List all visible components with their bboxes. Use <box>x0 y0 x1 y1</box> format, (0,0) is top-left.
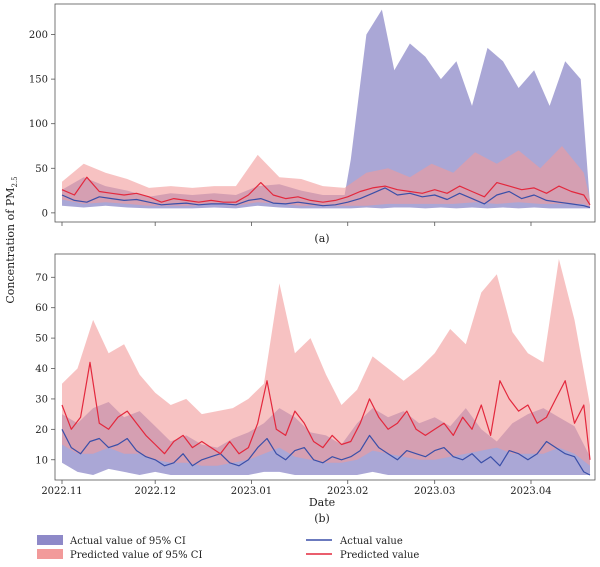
panel-a-pred-line <box>61 176 591 206</box>
panel-b-y-tick-label: 20 <box>35 425 48 436</box>
panel-b-frame <box>54 253 596 481</box>
panel-b-actual-line <box>61 429 591 476</box>
legend-label-actual: Actual value <box>339 536 403 547</box>
panel-a-y-tick-label: 0 <box>42 208 48 219</box>
panel-a-y-tick-label: 100 <box>29 119 48 130</box>
panel-a-pred-ci-band <box>62 146 590 208</box>
panel-b-y-ticks: 10 20 30 40 50 60 70 <box>35 273 55 466</box>
y-axis-label-sub: 2.5 <box>11 176 19 187</box>
legend-label-pred: Predicted value <box>340 550 419 561</box>
panel-b-x-tick-label: 2022.11 <box>41 486 82 497</box>
panel-b-y-tick-label: 50 <box>35 334 48 345</box>
legend: Actual value of 95% CI Predicted value o… <box>37 535 419 561</box>
panel-b-y-tick-label: 10 <box>35 455 48 466</box>
y-axis-label: Concentration of PM2.5 <box>4 176 19 303</box>
panel-a: 0 50 100 150 200 (a) <box>29 3 596 245</box>
panel-b-x-tick-label: 2023.02 <box>327 486 368 497</box>
panel-a-lines <box>61 176 591 209</box>
panel-a-label: (a) <box>314 232 329 245</box>
x-axis-label: Date <box>309 496 335 509</box>
legend-swatch-actual-ci <box>37 535 63 545</box>
panel-b: 10 20 30 40 50 60 70 2022.11 2022.12 2023.01 2023… <box>35 253 596 525</box>
panel-b-x-tick-label: 2023.01 <box>231 486 272 497</box>
panel-b-bands <box>62 259 590 475</box>
legend-swatch-pred-ci <box>37 549 63 559</box>
panel-a-y-tick-label: 150 <box>29 75 48 86</box>
panel-b-y-tick-label: 40 <box>35 364 48 375</box>
panel-b-pred-ci-band <box>62 259 590 466</box>
panel-b-y-tick-label: 30 <box>35 394 48 405</box>
panel-a-y-ticks: 0 50 100 150 200 <box>29 30 55 219</box>
panel-b-y-tick-label: 70 <box>35 273 48 284</box>
panel-b-label: (b) <box>314 512 330 525</box>
panel-b-x-tick-label: 2022.12 <box>134 486 175 497</box>
panel-a-y-tick-label: 200 <box>29 30 48 41</box>
panel-a-frame <box>54 3 596 223</box>
legend-label-actual-ci: Actual value of 95% CI <box>69 536 186 547</box>
panel-b-x-tick-label: 2023.04 <box>510 486 551 497</box>
panel-a-actual-ci-band <box>62 9 590 209</box>
panel-b-x-tick-label: 2023.03 <box>414 486 455 497</box>
panel-a-actual-line <box>61 187 591 209</box>
legend-label-pred-ci: Predicted value of 95% CI <box>70 550 202 561</box>
panel-a-bands <box>62 9 590 209</box>
panel-b-x-ticks: 2022.11 2022.12 2023.01 2023.02 2023.03 2023.… <box>41 480 552 497</box>
panel-b-lines <box>61 361 591 476</box>
panel-b-y-tick-label: 60 <box>35 303 48 314</box>
panel-a-x-ticks <box>61 222 532 226</box>
panel-a-y-tick-label: 50 <box>35 164 48 175</box>
panel-b-pred-line <box>61 361 591 460</box>
y-axis-label-main: Concentration of PM <box>4 188 17 304</box>
